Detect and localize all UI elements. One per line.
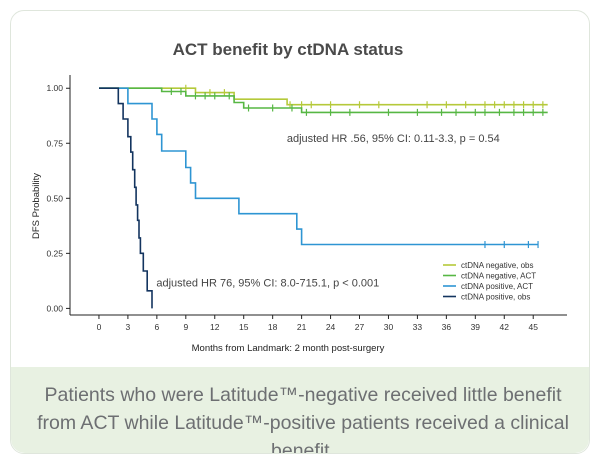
x-tick-label: 6 [154,322,159,332]
x-tick-label: 24 [326,322,336,332]
annotations: adjusted HR .56, 95% CI: 0.11-3.3, p = 0… [156,133,499,289]
y-tick-label: 1.00 [46,83,63,93]
series-line [99,87,548,106]
x-axis-label: Months from Landmark: 2 month post-surge… [192,343,385,354]
x-tick-label: 42 [500,322,510,332]
y-tick-label: 0.25 [46,248,63,258]
x-tick-label: 33 [413,322,423,332]
series-line [99,87,548,114]
x-tick-label: 21 [297,322,307,332]
caption-box: Patients who were Latitude™-negative rec… [11,367,589,453]
annotation: adjusted HR .56, 95% CI: 0.11-3.3, p = 0… [287,133,500,145]
y-axis-label: DFS Probability [31,173,42,239]
x-tick-label: 3 [126,322,131,332]
x-tick-label: 12 [210,322,220,332]
x-tick-label: 15 [239,322,249,332]
x-tick-label: 9 [183,322,188,332]
y-tick-label: 0.75 [46,138,63,148]
chart-title: ACT benefit by ctDNA status [173,40,404,59]
caption-text: Patients who were Latitude™-negative rec… [37,384,569,454]
x-tick-label: 0 [97,322,102,332]
series-line [99,87,153,309]
legend-label: ctDNA negative, obs [461,261,533,270]
series-line [99,87,538,246]
y-tick-label: 0.00 [46,303,63,313]
legend-label: ctDNA positive, ACT [461,282,533,291]
axes: 0 3 6 9 12 15 18 21 24 27 30 33 36 39 42 450.000.250.50… [46,75,567,332]
chart-card: ACT benefit by ctDNA status 0 3 6 9 12 15 18 21… [10,10,590,454]
legend-label: ctDNA positive, obs [461,293,530,302]
plot-area [99,84,548,309]
x-tick-label: 45 [528,322,538,332]
x-tick-label: 18 [268,322,278,332]
x-tick-label: 27 [355,322,365,332]
x-tick-label: 30 [384,322,394,332]
x-tick-label: 39 [471,322,481,332]
annotation: adjusted HR 76, 95% CI: 8.0-715.1, p < 0… [156,277,379,289]
y-tick-label: 0.50 [46,193,63,203]
legend-label: ctDNA negative, ACT [461,272,536,281]
km-chart: ACT benefit by ctDNA status 0 3 6 9 12 15 18 21… [31,40,567,354]
x-tick-label: 36 [442,322,452,332]
